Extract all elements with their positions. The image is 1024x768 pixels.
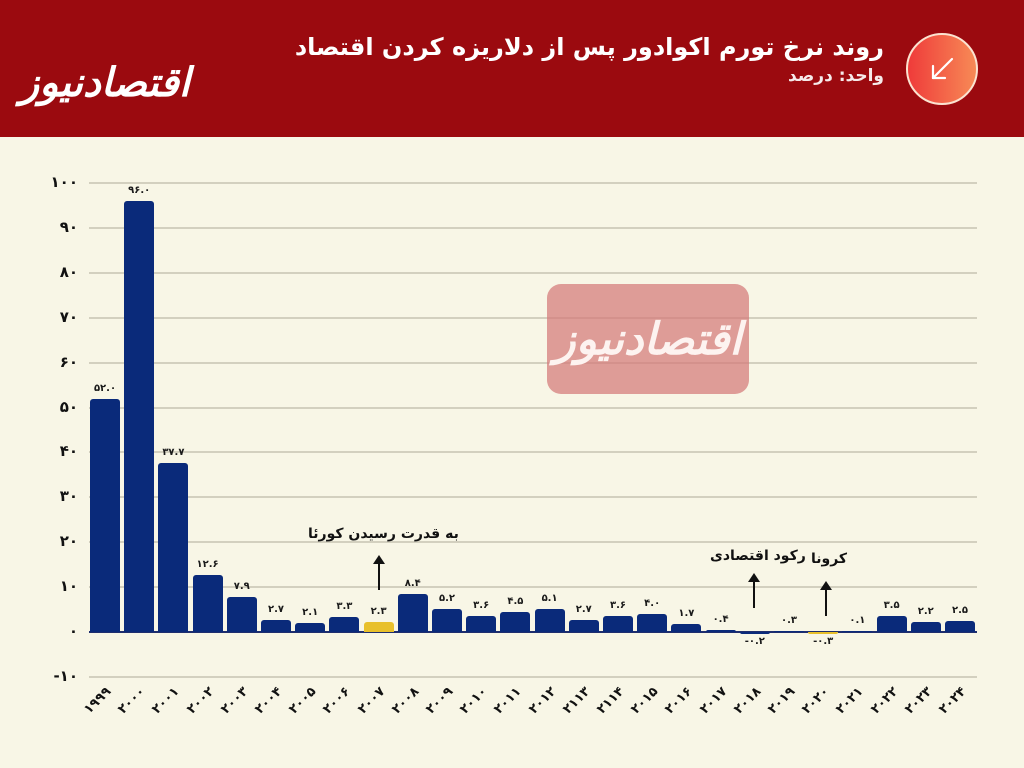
header-banner: اقتصادنیوز روند نرخ تورم اکوادور پس از د…	[0, 0, 1024, 137]
bar-value-label: -۰.۲	[744, 636, 765, 647]
bar-2018	[739, 632, 770, 634]
bar-2016	[671, 624, 702, 632]
bar-2011	[500, 611, 531, 632]
bar-2003	[226, 596, 257, 632]
annotation-covid: کرونا	[811, 551, 848, 567]
bar-2008	[397, 594, 428, 632]
y-tick-label: ۱۰	[59, 577, 78, 596]
bar-2020	[808, 632, 839, 634]
bar-2012	[534, 609, 565, 632]
bar-value-label: ۸.۴	[404, 578, 421, 590]
gridline	[89, 541, 977, 544]
arrow-down-left-icon	[906, 33, 978, 105]
gridline	[89, 271, 977, 274]
bar-value-label: ۹۶.۰	[128, 184, 151, 196]
bar-2005	[295, 622, 326, 632]
bar-value-label: ۵.۱	[541, 593, 558, 605]
y-tick-label: ۱۰۰	[50, 173, 78, 191]
gridline	[89, 496, 977, 499]
gridline	[89, 316, 977, 319]
gridline	[89, 586, 977, 589]
bar-value-label: ۲.۲	[917, 606, 934, 618]
chart-unit: واحد: درصد	[788, 66, 884, 86]
gridline	[89, 406, 977, 409]
bar-value-label: ۲.۵	[951, 604, 968, 616]
bar-2000	[124, 200, 155, 632]
y-tick-label: ۵۰	[59, 397, 78, 416]
bar-value-label: ۰.۳	[780, 614, 797, 626]
y-tick-label: ۶۰	[59, 352, 78, 371]
y-tick-label: ۰	[68, 622, 78, 640]
bar-value-label: ۳۷.۷	[162, 446, 185, 458]
chart-title: روند نرخ تورم اکوادور پس از دلاریزه کردن…	[294, 33, 884, 61]
bar-2019	[774, 630, 804, 632]
annotation-correa: به قدرت رسیدن کورئا	[308, 526, 459, 542]
y-tick-label: ۳۰	[59, 487, 78, 506]
bar-value-label: ۵.۲	[438, 592, 455, 604]
watermark-logo: اقتصادنیوز	[547, 284, 749, 394]
bar-value-label: ۳.۶	[473, 599, 490, 611]
gridline	[89, 361, 977, 364]
arrow-up-icon	[820, 581, 832, 616]
bar-value-label: ۴.۵	[507, 595, 524, 607]
brand-logo: اقتصادنیوز	[19, 59, 191, 106]
bar-2023	[910, 622, 941, 632]
bar-value-label: ۲.۷	[575, 603, 592, 615]
bar-value-label: ۲.۷	[267, 603, 284, 615]
bar-2009	[432, 608, 462, 632]
bar-2004	[261, 619, 291, 632]
y-tick-label: ۴۰	[59, 442, 78, 461]
bar-value-label: ۵۲.۰	[93, 382, 117, 394]
arrow-up-icon	[748, 573, 760, 608]
bar-2002	[192, 575, 223, 632]
y-tick-label: ۹۰	[59, 217, 78, 236]
y-tick-label: -۱۰	[53, 666, 78, 685]
bar-2001	[158, 462, 189, 632]
bar-2022	[876, 616, 907, 632]
bar-2010	[466, 615, 497, 632]
gridline	[89, 226, 977, 229]
bar-value-label: ۷.۹	[233, 580, 250, 592]
bar-2024	[945, 620, 975, 632]
bar-value-label: ۱۲.۶	[196, 559, 219, 571]
gridline	[89, 631, 977, 633]
bar-2013	[568, 619, 599, 632]
bar-2017	[705, 630, 736, 632]
bar-value-label: ۴.۰	[644, 598, 661, 610]
bar-value-label: ۰.۱	[849, 614, 866, 626]
bar-value-label: ۱.۷	[678, 608, 695, 620]
bar-value-label: ۳.۳	[336, 601, 353, 613]
gridline	[89, 182, 977, 184]
bar-2015	[637, 614, 668, 632]
annotation-recession: رکود اقتصادی	[710, 548, 806, 564]
bar-2006	[329, 617, 360, 632]
bar-value-label: ۲.۱	[302, 606, 319, 618]
bar-value-label: ۲.۳	[370, 605, 387, 617]
title-block: روند نرخ تورم اکوادور پس از دلاریزه کردن…	[295, 30, 884, 88]
bar-chart: -۱۰ ۰ ۱۰ ۲۰ ۳۰ ۴۰ ۵۰ ۶۰ ۷۰ ۸۰ ۹۰ ۱۰۰ اقتصادنیوز ۵۲.…	[0, 137, 1024, 768]
bar-value-label: -۰.۳	[813, 636, 834, 647]
bar-2021	[842, 630, 873, 632]
y-tick-label: ۲۰	[59, 532, 78, 551]
arrow-up-icon	[373, 555, 385, 590]
bar-value-label: ۰.۴	[712, 614, 729, 626]
bar-2007	[363, 621, 394, 632]
gridline	[89, 675, 977, 678]
bar-value-label: ۳.۶	[609, 599, 626, 611]
y-tick-label: ۷۰	[59, 307, 78, 326]
bar-value-label: ۳.۵	[883, 600, 900, 612]
bar-2014	[603, 615, 633, 632]
y-tick-label: ۸۰	[59, 262, 78, 281]
bar-1999	[90, 398, 120, 632]
gridline	[89, 451, 977, 454]
